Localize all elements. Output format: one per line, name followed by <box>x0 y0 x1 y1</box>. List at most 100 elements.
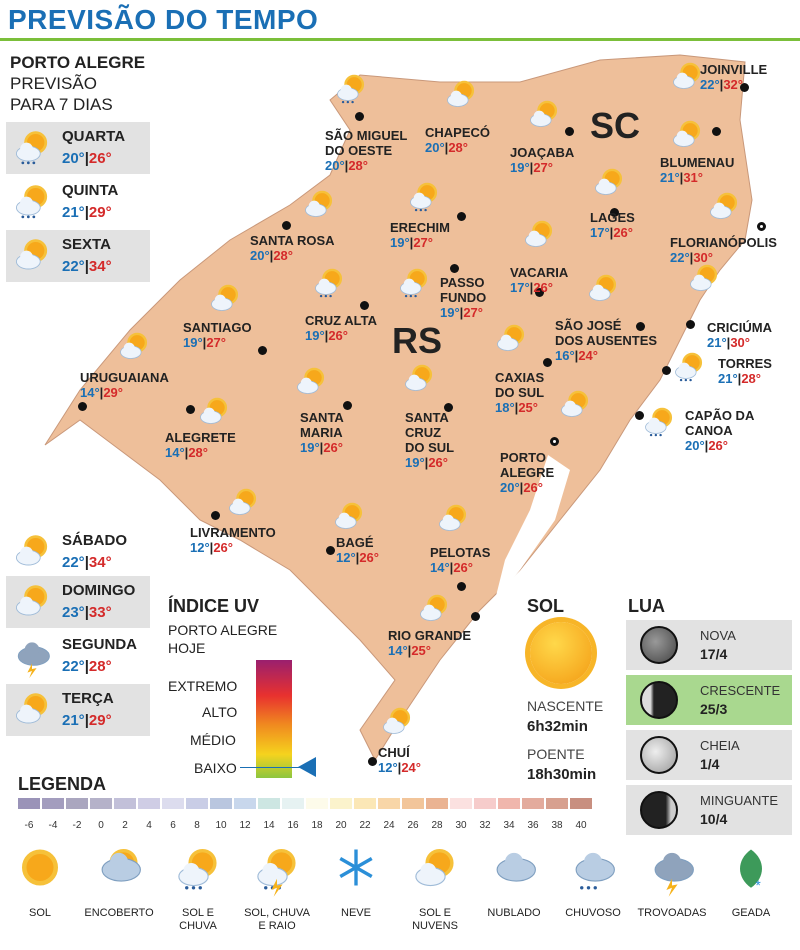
city-marker[interactable] <box>550 437 559 446</box>
city-label[interactable]: CHAPECÓ 20°|28° <box>425 125 490 155</box>
city-label[interactable]: SÃO MIGUEL DO OESTE 20°|28° <box>325 128 407 173</box>
city-label[interactable]: BAGÉ 12°|26° <box>336 535 379 565</box>
city-label[interactable]: VACARIA 17°|26° <box>510 265 568 295</box>
sunrise-label: NASCENTE <box>527 698 604 714</box>
city-name: CAPÃO DA CANOA <box>685 408 755 438</box>
city-temps: 19°|26° <box>305 328 348 343</box>
city-label[interactable]: CAPÃO DA CANOA 20°|26° <box>685 408 754 453</box>
city-marker[interactable] <box>282 221 291 230</box>
day-name: QUARTA <box>62 128 126 145</box>
day-temps: 21°|29° <box>62 712 112 729</box>
city-marker[interactable] <box>740 83 749 92</box>
city-marker[interactable] <box>450 264 459 273</box>
city-max: 24° <box>578 348 598 363</box>
snow-icon <box>329 849 383 902</box>
day-name: SEGUNDA <box>62 636 138 653</box>
city-label[interactable]: CAXIAS DO SUL 18°|25° <box>495 370 544 415</box>
scale-swatch <box>234 798 256 809</box>
city-marker[interactable] <box>211 511 220 520</box>
city-marker[interactable] <box>355 112 364 121</box>
state-label-sc: SC <box>590 105 641 146</box>
city-label[interactable]: SANTIAGO 19°|27° <box>183 320 252 350</box>
city-marker[interactable] <box>78 402 87 411</box>
city-label[interactable]: CRICIÚMA 21°|30° <box>707 320 772 350</box>
city-marker[interactable] <box>635 411 644 420</box>
city-marker[interactable] <box>457 212 466 221</box>
city-label[interactable]: PORTO ALEGRE 20°|26° <box>500 450 554 495</box>
city-label[interactable]: LAGES 17°|26° <box>590 210 635 240</box>
legend-item: NUBLADO <box>474 845 554 919</box>
city-label[interactable]: SANTA CRUZ DO SUL 19°|26° <box>405 410 454 470</box>
city-name: SANTA CRUZ DO SUL <box>405 410 455 455</box>
city-label[interactable]: BLUMENAU 21°|31° <box>660 155 734 185</box>
city-label[interactable]: CHUÍ 12°|24° <box>378 745 421 775</box>
city-label[interactable]: CRUZ ALTA 19°|26° <box>305 313 377 343</box>
day-temps: 23°|33° <box>62 604 112 621</box>
scale-swatch <box>378 798 400 809</box>
city-marker[interactable] <box>610 208 619 217</box>
city-label[interactable]: URUGUAIANA 14°|29° <box>80 370 169 400</box>
city-min: 19° <box>300 440 320 455</box>
scale-label: 20 <box>335 820 347 831</box>
city-temps: 19°|27° <box>440 305 483 320</box>
sun-cloud-icon <box>195 395 233 438</box>
city-marker[interactable] <box>535 288 544 297</box>
city-name: JOAÇABA <box>510 145 575 160</box>
sun-cloud-icon <box>10 532 54 581</box>
city-label[interactable]: SANTA MARIA 19°|26° <box>300 410 344 455</box>
city-marker[interactable] <box>757 222 766 231</box>
city-name: VACARIA <box>510 265 569 280</box>
city-marker[interactable] <box>543 358 552 367</box>
city-marker[interactable] <box>471 612 480 621</box>
city-marker[interactable] <box>636 322 645 331</box>
city-label[interactable]: ALEGRETE 14°|28° <box>165 430 236 460</box>
sun-cloud-icon <box>525 98 563 141</box>
city-label[interactable]: RIO GRANDE 14°|25° <box>388 628 471 658</box>
city-marker[interactable] <box>360 301 369 310</box>
city-label[interactable]: SÃO JOSÉ DOS AUSENTES 16°|24° <box>555 318 657 363</box>
scale-label: 38 <box>551 820 563 831</box>
day-name: SEXTA <box>62 236 111 253</box>
city-marker[interactable] <box>258 346 267 355</box>
city-min: 19° <box>510 160 530 175</box>
city-marker[interactable] <box>368 757 377 766</box>
city-temps: 22°|32° <box>700 77 743 92</box>
city-label[interactable]: FLORIANÓPOLIS 22°|30° <box>670 235 777 265</box>
city-marker[interactable] <box>457 582 466 591</box>
city-marker[interactable] <box>712 127 721 136</box>
city-label[interactable]: LIVRAMENTO 12°|26° <box>190 525 276 555</box>
city-min: 17° <box>510 280 530 295</box>
city-temps: 17°|26° <box>590 225 633 240</box>
city-marker[interactable] <box>565 127 574 136</box>
city-label[interactable]: TORRES 21°|28° <box>718 356 772 386</box>
city-label[interactable]: PASSO FUNDO 19°|27° <box>440 275 486 320</box>
city-min: 12° <box>336 550 356 565</box>
scale-label: 36 <box>527 820 539 831</box>
scale-label: 22 <box>359 820 371 831</box>
moon-title: LUA <box>628 596 665 616</box>
scale-swatch <box>90 798 112 809</box>
scale-swatch <box>258 798 280 809</box>
day-max: 29° <box>88 204 112 221</box>
scale-label: 16 <box>287 820 299 831</box>
city-marker[interactable] <box>662 366 671 375</box>
city-marker[interactable] <box>326 546 335 555</box>
city-name: LAGES <box>590 210 635 225</box>
scale-label: 10 <box>215 820 227 831</box>
city-marker[interactable] <box>343 401 352 410</box>
city-label[interactable]: JOAÇABA 19°|27° <box>510 145 574 175</box>
scale-swatch <box>498 798 520 809</box>
city-name: CAXIAS DO SUL <box>495 370 545 400</box>
city-marker[interactable] <box>686 320 695 329</box>
city-label[interactable]: ERECHIM 19°|27° <box>390 220 450 250</box>
city-max: 26° <box>708 438 728 453</box>
city-name: SÃO MIGUEL DO OESTE <box>325 128 408 158</box>
city-min: 19° <box>390 235 410 250</box>
city-marker[interactable] <box>444 403 453 412</box>
city-label[interactable]: JOINVILLE 22°|32° <box>700 62 767 92</box>
city-marker[interactable] <box>186 405 195 414</box>
city-label[interactable]: SANTA ROSA 20°|28° <box>250 233 335 263</box>
city-label[interactable]: PELOTAS 14°|26° <box>430 545 490 575</box>
city-temps: 20°|26° <box>685 438 728 453</box>
scale-swatch <box>114 798 136 809</box>
